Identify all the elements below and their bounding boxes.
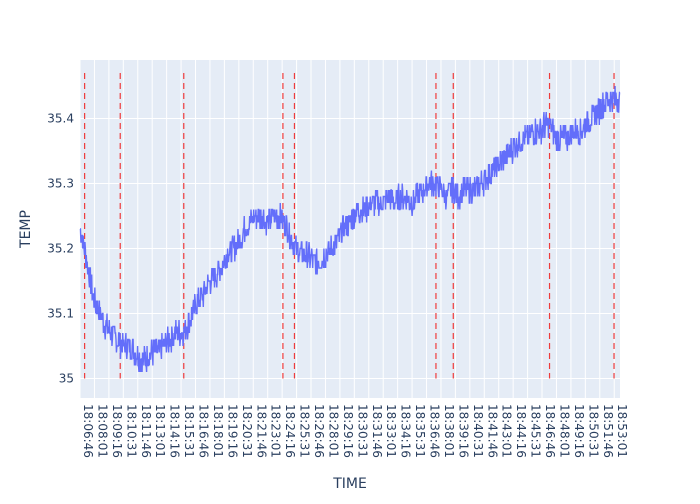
x-tick-label: 18:45:31	[529, 404, 543, 458]
x-tick-label: 18:44:16	[514, 404, 528, 458]
y-axis-ticks: 35 35.1 35.2 35.3 35.4	[47, 112, 74, 386]
x-tick-label: 18:29:16	[341, 404, 355, 458]
x-axis-ticks: 18:06:46 18:08:01 18:09:16 18:10:31 18:11:46…	[81, 404, 629, 458]
x-tick-label: 18:13:01	[153, 404, 167, 458]
x-tick-label: 18:35:31	[413, 404, 427, 458]
x-tick-label: 18:31:46	[370, 404, 384, 458]
series-layer	[79, 85, 621, 373]
x-tick-label: 18:15:31	[182, 404, 196, 458]
x-tick-label: 18:33:01	[384, 404, 398, 458]
x-tick-label: 18:09:16	[110, 404, 124, 458]
x-tick-label: 18:18:01	[211, 404, 225, 458]
x-tick-label: 18:11:46	[139, 404, 153, 458]
x-tick-label: 18:30:31	[355, 404, 369, 458]
x-tick-label: 18:40:31	[471, 404, 485, 458]
y-tick-label: 35.4	[47, 112, 74, 126]
series-line	[79, 85, 621, 373]
x-tick-label: 18:46:46	[543, 404, 557, 458]
x-tick-label: 18:53:01	[615, 404, 629, 458]
y-tick-label: 35.1	[47, 307, 74, 321]
x-tick-label: 18:23:01	[269, 404, 283, 458]
x-tick-label: 18:50:31	[586, 404, 600, 458]
y-tick-label: 35.3	[47, 177, 74, 191]
x-tick-label: 18:48:01	[557, 404, 571, 458]
x-tick-label: 18:10:31	[124, 404, 138, 458]
x-tick-label: 18:21:46	[254, 404, 268, 458]
x-tick-label: 18:41:46	[485, 404, 499, 458]
x-tick-label: 18:34:16	[399, 404, 413, 458]
x-tick-label: 18:51:46	[601, 404, 615, 458]
x-tick-label: 18:14:16	[168, 404, 182, 458]
y-tick-label: 35.2	[47, 242, 74, 256]
x-tick-label: 18:20:31	[240, 404, 254, 458]
x-tick-label: 18:36:46	[428, 404, 442, 458]
x-tick-label: 18:38:01	[442, 404, 456, 458]
x-tick-label: 18:26:46	[312, 404, 326, 458]
x-axis-title: TIME	[332, 476, 367, 492]
x-tick-label: 18:39:16	[456, 404, 470, 458]
x-tick-label: 18:06:46	[81, 404, 95, 458]
x-tick-label: 18:16:46	[197, 404, 211, 458]
x-tick-label: 18:43:01	[500, 404, 514, 458]
x-tick-label: 18:19:16	[225, 404, 239, 458]
y-tick-label: 35	[59, 372, 74, 386]
y-axis-title: TEMP	[18, 210, 34, 249]
x-tick-label: 18:25:31	[298, 404, 312, 458]
x-tick-label: 18:49:16	[572, 404, 586, 458]
x-tick-label: 18:08:01	[95, 404, 109, 458]
x-tick-label: 18:28:01	[326, 404, 340, 458]
x-tick-label: 18:24:16	[283, 404, 297, 458]
